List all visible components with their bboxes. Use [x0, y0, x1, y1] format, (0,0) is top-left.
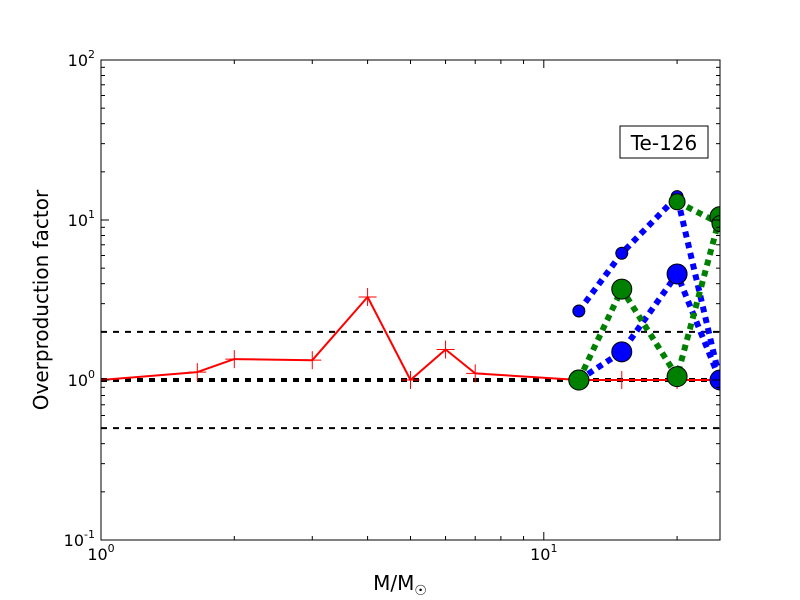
x-tick-label-base: 10: [87, 545, 107, 564]
series-0-point-3: [303, 351, 322, 370]
y-tick-label-1: 100: [68, 368, 95, 390]
series-4-point-0: [668, 193, 686, 211]
x-tick-label-exp: 1: [550, 542, 557, 555]
series-1-point-1: [615, 246, 629, 260]
y-tick-label-3: 102: [68, 48, 95, 70]
series-1-point-0: [572, 304, 586, 318]
x-tick-label-base: 10: [530, 545, 550, 564]
y-tick-label-exp: -1: [84, 528, 95, 541]
y-axis-label: Overproduction factor: [29, 189, 53, 410]
y-tick-label-0: 10-1: [64, 528, 95, 550]
x-tick-label-0: 100: [87, 542, 114, 564]
series-0-point-1: [188, 363, 207, 382]
y-tick-label-base: 10: [64, 531, 84, 550]
x-tick-label-1: 101: [530, 542, 557, 564]
x-axis-label: M/M☉: [373, 571, 427, 599]
y-tick-label-base: 10: [68, 371, 88, 390]
series-line-0: [101, 296, 720, 381]
y-tick-label-exp: 2: [88, 48, 95, 61]
series-line-3: [576, 215, 720, 382]
x-tick-label-exp: 0: [108, 542, 115, 555]
y-tick-label-base: 10: [68, 211, 88, 230]
series-3-point-0: [568, 369, 590, 391]
y-tick-label-exp: 0: [88, 368, 95, 381]
series-line-2: [577, 271, 720, 383]
series-0-point-4: [358, 288, 377, 307]
series-0-point-2: [225, 350, 244, 369]
series-0-point-9: [612, 371, 631, 389]
series-3-point-1: [611, 278, 633, 300]
series-3-point-2: [666, 366, 688, 388]
series-line-1: [576, 193, 720, 381]
x-axis-label-subscript: ☉: [414, 583, 427, 599]
series-0-point-6: [436, 340, 455, 359]
series-2-point-2: [666, 263, 688, 285]
y-tick-label-base: 10: [68, 51, 88, 70]
y-tick-label-exp: 1: [88, 208, 95, 221]
annotation-box: Te-126: [619, 125, 709, 159]
series-line-4: [675, 199, 720, 227]
series-0-point-5: [401, 371, 420, 389]
y-tick-label-2: 101: [68, 208, 95, 230]
series-2-point-1: [611, 341, 633, 363]
series-0-point-7: [466, 364, 485, 383]
annotation-label: Te-126: [630, 131, 698, 155]
